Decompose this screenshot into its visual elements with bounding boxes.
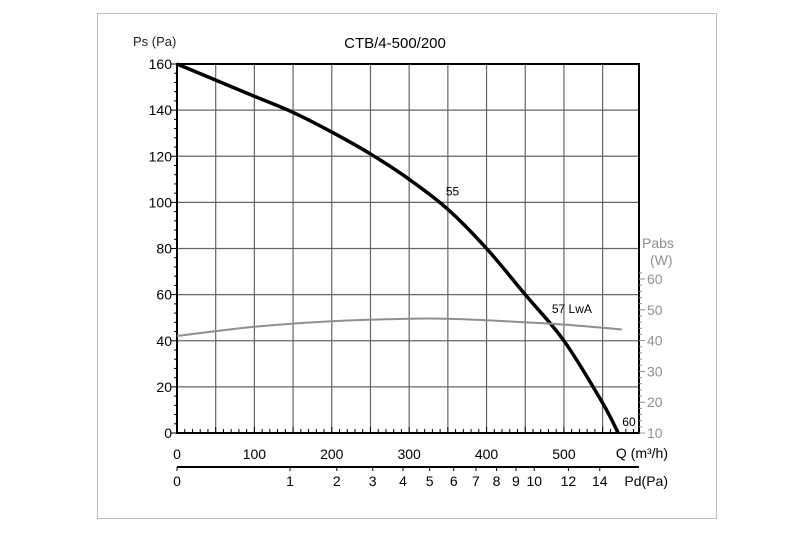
- y-tick-label: 160: [149, 56, 173, 72]
- y2-tick-label: 60: [647, 271, 663, 287]
- y-tick-label: 120: [149, 148, 173, 164]
- y2-axis-label-line2: (W): [650, 252, 673, 268]
- pd-tick-label: 0: [173, 473, 181, 489]
- curve-annotation: 60: [622, 415, 636, 429]
- y2-tick-label: 20: [647, 394, 663, 410]
- pd-tick-label: 8: [493, 473, 501, 489]
- pd-tick-label: 1: [286, 473, 294, 489]
- y2-tick-label: 10: [647, 425, 663, 441]
- curve-annotation: 57 LwA: [552, 302, 592, 316]
- pd-tick-label: 6: [450, 473, 458, 489]
- x-tick-label: 400: [475, 446, 499, 462]
- pd-tick-label: 7: [472, 473, 480, 489]
- pd-axis-label: Pd(Pa): [624, 473, 668, 489]
- pd-tick-label: 14: [592, 473, 608, 489]
- y-tick-label: 140: [149, 102, 173, 118]
- y2-tick-label: 40: [647, 333, 663, 349]
- pd-tick-label: 2: [333, 473, 341, 489]
- pd-tick-label: 5: [426, 473, 434, 489]
- curve-annotation: 55: [446, 184, 460, 198]
- x-tick-label: 300: [397, 446, 421, 462]
- y2-tick-label: 30: [647, 363, 663, 379]
- x-tick-label: 0: [173, 446, 181, 462]
- x-tick-label: 200: [320, 446, 344, 462]
- chart-title: CTB/4-500/200: [344, 35, 446, 52]
- y-tick-label: 80: [156, 241, 172, 257]
- x-tick-label: 500: [552, 446, 576, 462]
- y-tick-label: 40: [156, 333, 172, 349]
- x-tick-label: 100: [243, 446, 267, 462]
- y-tick-label: 0: [164, 425, 172, 441]
- y2-axis-label-line1: Pabs: [642, 235, 674, 251]
- y-tick-label: 60: [156, 287, 172, 303]
- y-axis-label: Ps (Pa): [133, 34, 176, 49]
- x-axis-label: Q (m³/h): [616, 445, 668, 461]
- pd-tick-label: 12: [561, 473, 577, 489]
- pd-tick-label: 9: [512, 473, 520, 489]
- pd-tick-label: 10: [527, 473, 543, 489]
- pressure-curve: [176, 62, 620, 434]
- y2-tick-label: 50: [647, 302, 663, 318]
- y-tick-label: 100: [149, 194, 173, 210]
- chart-frame: [97, 13, 717, 519]
- y-tick-label: 20: [156, 379, 172, 395]
- power-curve: [176, 317, 623, 337]
- pd-tick-label: 4: [399, 473, 407, 489]
- marks: 55 57 LwA 60: [176, 62, 636, 434]
- pd-tick-label: 3: [369, 473, 377, 489]
